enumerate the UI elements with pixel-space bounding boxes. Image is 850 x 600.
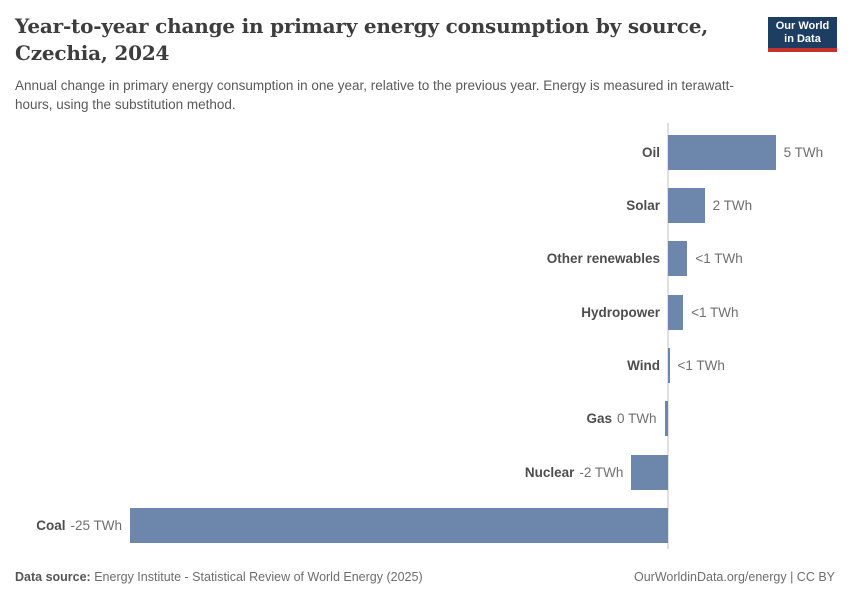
bar-gas[interactable] <box>664 401 668 437</box>
bar-value-label: <1 TWh <box>691 304 739 320</box>
chart-subtitle: Annual change in primary energy consumpt… <box>15 78 734 112</box>
chart-title-line1: Year-to-year change in primary energy co… <box>15 14 708 38</box>
owid-logo-text: Our World in Data <box>768 17 837 48</box>
bar-hydropower[interactable] <box>668 294 684 330</box>
data-source-label: Data source: <box>15 570 91 584</box>
bar-category-name: Oil <box>641 144 660 160</box>
owid-logo: Our World in Data <box>768 17 837 52</box>
chart-title-line2: Czechia, 2024 <box>15 41 170 65</box>
bar-category-label: Solar <box>626 188 660 223</box>
bar-coal[interactable] <box>130 507 668 543</box>
bar-category-label: Wind <box>627 348 660 383</box>
bar-category-name: Nuclear <box>524 464 575 480</box>
bar-other-renewables[interactable] <box>668 241 688 277</box>
bar-category-name: Gas <box>586 411 613 427</box>
data-source-note: Data source: Energy Institute - Statisti… <box>15 570 423 584</box>
owid-logo-accent-bar <box>768 48 837 52</box>
bar-category-name: Wind <box>627 357 660 373</box>
bar-value-label: 2 TWh <box>712 197 753 213</box>
bar-category-label: Oil <box>642 135 660 170</box>
zero-axis-line <box>667 123 669 549</box>
footer: Data source: Energy Institute - Statisti… <box>15 570 835 584</box>
bar-category-name: Other renewables <box>546 251 660 267</box>
bar-nuclear[interactable] <box>631 454 668 490</box>
bar-value-label: 0 TWh <box>617 411 657 427</box>
data-source-value: Energy Institute - Statistical Review of… <box>94 570 423 584</box>
bar-value-label: -25 TWh <box>70 517 122 533</box>
bar-value-label: <1 TWh <box>677 357 725 373</box>
chart-title: Year-to-year change in primary energy co… <box>15 13 755 67</box>
bar-category-label: Coal -25 TWh <box>36 508 122 543</box>
bar-solar[interactable] <box>668 187 705 223</box>
bar-value-label: <1 TWh <box>695 251 743 267</box>
bar-category-label: Other renewables <box>547 241 660 276</box>
bar-category-label: Nuclear -2 TWh <box>525 455 624 490</box>
bar-oil[interactable] <box>668 134 776 170</box>
bar-category-name: Hydropower <box>581 304 660 320</box>
bar-value-label: -2 TWh <box>579 464 624 480</box>
bar-category-label: Hydropower <box>581 295 660 330</box>
bar-category-name: Solar <box>626 197 660 213</box>
bar-category-name: Coal <box>36 517 66 533</box>
bar-category-label: Gas 0 TWh <box>587 401 657 436</box>
owid-url-license-link[interactable]: OurWorldinData.org/energy | CC BY <box>633 570 835 584</box>
bar-value-label: 5 TWh <box>783 144 824 160</box>
bar-wind[interactable] <box>668 347 670 383</box>
